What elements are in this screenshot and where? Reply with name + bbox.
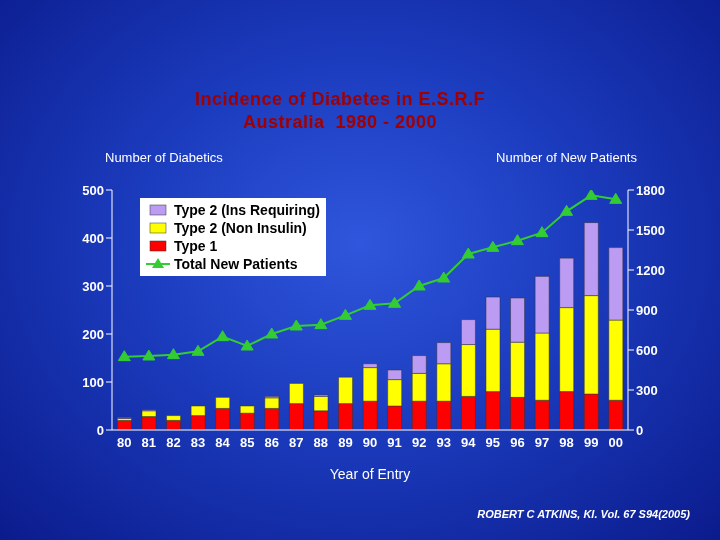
svg-text:85: 85 [240, 435, 254, 450]
svg-text:600: 600 [636, 343, 658, 358]
svg-text:82: 82 [166, 435, 180, 450]
html-text:Year of Entry: Year of Entry [329, 466, 411, 482]
svg-text:94: 94 [461, 435, 476, 450]
svg-text:89: 89 [338, 435, 352, 450]
svg-text:91: 91 [387, 435, 401, 450]
svg-text:88: 88 [314, 435, 328, 450]
svg-text:0: 0 [636, 423, 643, 438]
html-text:Type 2 (Ins Requiring): Type 2 (Ins Requiring) [174, 202, 320, 218]
html-text:Australia 1980 - 2000: Australia 1980 - 2000 [242, 112, 438, 132]
svg-text:00: 00 [608, 435, 622, 450]
svg-text:81: 81 [142, 435, 156, 450]
svg-text:86: 86 [264, 435, 278, 450]
svg-text:92: 92 [412, 435, 426, 450]
html-text:Type 1: Type 1 [174, 238, 218, 254]
svg-text:96: 96 [510, 435, 524, 450]
svg-text:87: 87 [289, 435, 303, 450]
svg-text:1500: 1500 [636, 223, 665, 238]
svg-text:100: 100 [82, 375, 104, 390]
svg-text:400: 400 [82, 231, 104, 246]
svg-text:300: 300 [636, 383, 658, 398]
html-text:Number of New Patients: Number of New Patients [496, 150, 637, 165]
svg-text:200: 200 [82, 327, 104, 342]
html-text:Number of Diabetics: Number of Diabetics [105, 150, 223, 165]
svg-text:98: 98 [559, 435, 573, 450]
svg-text:1200: 1200 [636, 263, 665, 278]
svg-text:83: 83 [191, 435, 205, 450]
svg-text:300: 300 [82, 279, 104, 294]
svg-text:80: 80 [117, 435, 131, 450]
svg-text:500: 500 [82, 183, 104, 198]
html-text:Incidence of Diabetes in E.S.R: Incidence of Diabetes in E.S.R.F [195, 89, 485, 109]
svg-text:95: 95 [486, 435, 500, 450]
svg-text:97: 97 [535, 435, 549, 450]
html-text:ROBERT C ATKINS, KI. Vol. 67 S: ROBERT C ATKINS, KI. Vol. 67 S94(2005) [477, 508, 690, 520]
html-text:Type 2 (Non Insulin): Type 2 (Non Insulin) [174, 220, 307, 236]
svg-text:900: 900 [636, 303, 658, 318]
svg-text:93: 93 [436, 435, 450, 450]
html-text:Total New Patients: Total New Patients [174, 256, 298, 272]
svg-text:1800: 1800 [636, 183, 665, 198]
svg-text:99: 99 [584, 435, 598, 450]
svg-text:84: 84 [215, 435, 230, 450]
svg-text:90: 90 [363, 435, 377, 450]
svg-text:0: 0 [97, 423, 104, 438]
